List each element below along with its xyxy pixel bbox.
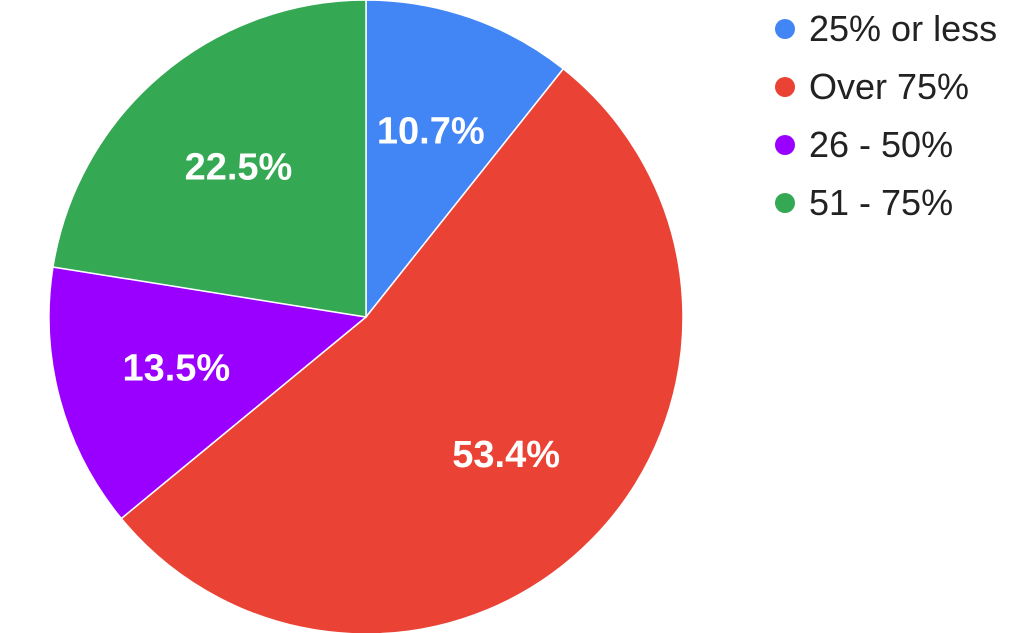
pie-slice-label-4: 22.5% <box>185 146 293 188</box>
pie-slice-2 <box>120 67 684 633</box>
pie-slice-4 <box>52 0 367 318</box>
pie-slice-label-2: 53.4% <box>452 434 560 476</box>
legend-color-dot <box>775 135 795 155</box>
legend-item: Over 75% <box>775 58 1024 116</box>
pie-slice-label-1: 10.7% <box>377 110 485 152</box>
legend-color-dot <box>775 19 795 39</box>
legend-item: 26 - 50% <box>775 116 1024 174</box>
pie-slice-3 <box>48 266 368 520</box>
legend-color-dot <box>775 77 795 97</box>
legend-color-dot <box>775 193 795 213</box>
legend: 25% or less Over 75% 26 - 50% 51 - 75% <box>775 0 1024 232</box>
pie-chart-svg: 10.7% 53.4% 13.5% 22.5% <box>48 0 684 633</box>
pie-slice-label-3: 13.5% <box>122 348 230 390</box>
legend-item: 51 - 75% <box>775 174 1024 232</box>
legend-label: Over 75% <box>809 66 970 107</box>
pie-slice-1 <box>365 0 565 320</box>
legend-label: 51 - 75% <box>809 182 954 223</box>
legend-label: 25% or less <box>809 8 998 49</box>
pie-slice-labels: 10.7% 53.4% 13.5% 22.5% <box>122 110 560 475</box>
legend-label: 26 - 50% <box>809 124 954 165</box>
pie-slices <box>48 0 684 633</box>
legend-item: 25% or less <box>775 0 1024 58</box>
